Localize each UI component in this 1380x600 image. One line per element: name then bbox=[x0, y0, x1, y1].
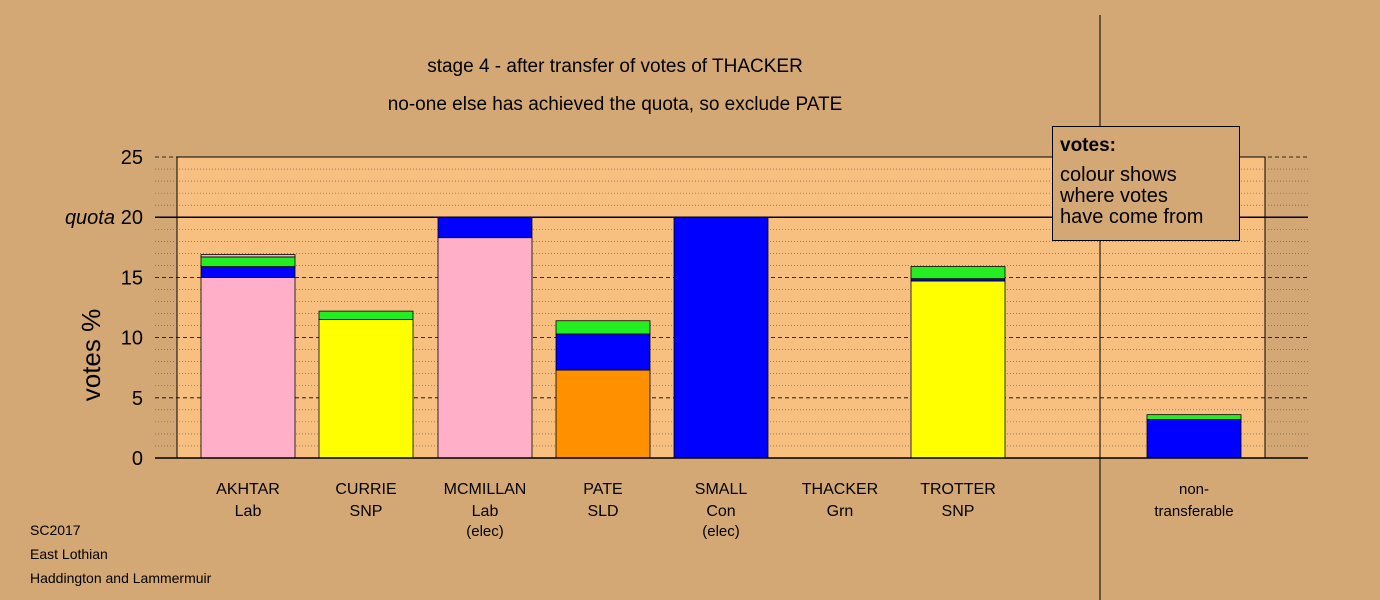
footer-council: East Lothian bbox=[30, 546, 108, 562]
legend-line: colour shows bbox=[1060, 164, 1177, 186]
y-tick-label: 0 bbox=[132, 448, 143, 470]
bar-segment bbox=[910, 280, 1006, 459]
bar-segment bbox=[200, 254, 296, 258]
bar-segment bbox=[437, 237, 533, 459]
chart-title-line1: stage 4 - after transfer of votes of THA… bbox=[427, 56, 803, 77]
x-label-name: AKHTAR bbox=[216, 481, 280, 498]
footer-ward: Haddington and Lammermuir bbox=[30, 570, 212, 586]
x-label-party: Lab bbox=[472, 503, 499, 520]
legend-line: have come from bbox=[1060, 206, 1204, 228]
x-label-note: (elec) bbox=[702, 523, 740, 540]
bar-segment bbox=[910, 266, 1006, 280]
x-axis-labels: AKHTAR Lab CURRIE SNP MCMILLAN Lab (elec) PATE S… bbox=[216, 481, 1233, 540]
y-axis-label: votes % bbox=[76, 309, 106, 402]
x-label-party: SNP bbox=[350, 503, 383, 520]
bars bbox=[200, 216, 1242, 459]
x-label-party: SNP bbox=[942, 503, 975, 520]
footer-election: SC2017 bbox=[30, 522, 81, 538]
x-label-party: SLD bbox=[587, 503, 618, 520]
y-tick-label: 15 bbox=[121, 267, 143, 289]
x-label-note: (elec) bbox=[466, 523, 504, 540]
y-tick-label: 5 bbox=[132, 388, 143, 410]
bar-segment bbox=[1146, 419, 1242, 459]
chart-title-line2: no-one else has achieved the quota, so e… bbox=[388, 94, 843, 115]
x-label-party: Con bbox=[706, 503, 735, 520]
legend-title: votes: bbox=[1060, 135, 1116, 156]
quota-label: quota bbox=[65, 207, 115, 229]
y-tick-label: 20 bbox=[121, 207, 143, 229]
bar-segment bbox=[555, 320, 651, 335]
bar-segment bbox=[437, 216, 533, 239]
x-label-name: TROTTER bbox=[920, 481, 996, 498]
bar-segment bbox=[673, 216, 769, 459]
bar-segment bbox=[1146, 414, 1242, 420]
bar-segment bbox=[200, 276, 296, 459]
x-label-party: Grn bbox=[827, 503, 854, 520]
bar-segment bbox=[555, 333, 651, 371]
x-label-name: non- bbox=[1179, 481, 1209, 498]
bar-segment bbox=[200, 256, 296, 267]
x-label-party: Lab bbox=[235, 503, 262, 520]
legend-box: votes: colour shows where votes have com… bbox=[1052, 126, 1240, 241]
x-label-party: transferable bbox=[1154, 503, 1233, 520]
bar-segment bbox=[318, 310, 414, 320]
y-tick-label: 25 bbox=[121, 147, 143, 169]
axes: 0 5 10 15 20 25 quota bbox=[65, 15, 1308, 600]
legend-line: where votes bbox=[1060, 185, 1168, 207]
x-label-name: CURRIE bbox=[335, 481, 396, 498]
x-label-name: MCMILLAN bbox=[444, 481, 527, 498]
x-label-name: SMALL bbox=[695, 481, 748, 498]
bar-segment bbox=[555, 369, 651, 459]
x-label-name: THACKER bbox=[802, 481, 878, 498]
bar-segment bbox=[318, 319, 414, 459]
bar-segment bbox=[200, 266, 296, 278]
x-label-name: PATE bbox=[583, 481, 622, 498]
y-tick-label: 10 bbox=[121, 328, 143, 350]
